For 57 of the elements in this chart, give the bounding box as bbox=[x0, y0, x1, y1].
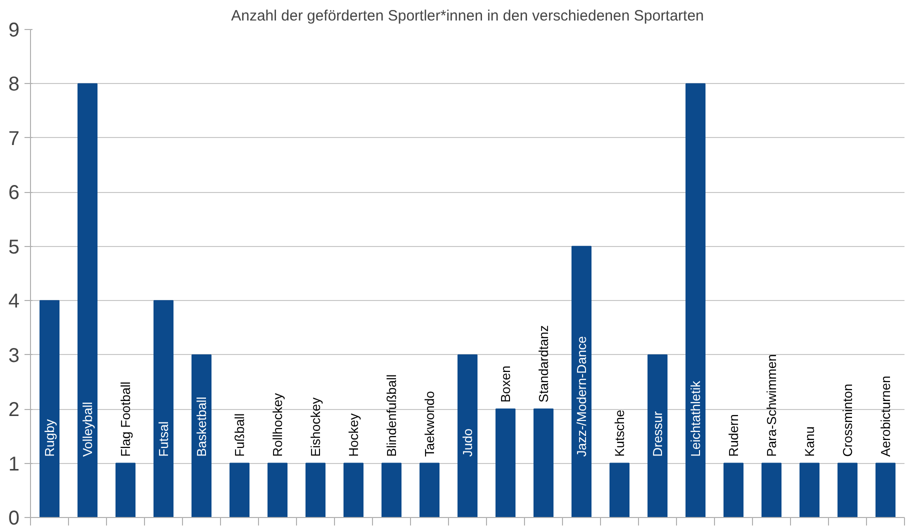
y-tick-label: 6 bbox=[8, 182, 20, 204]
bar bbox=[534, 408, 554, 518]
x-tick-label: Fußball bbox=[232, 413, 247, 457]
x-tick-label: Volleyball bbox=[80, 402, 95, 457]
x-tick-label: Jazz-/Modern-Dance bbox=[574, 336, 589, 457]
bar bbox=[306, 462, 326, 518]
bar bbox=[838, 462, 858, 518]
x-tick-label: Leichtathletik bbox=[688, 380, 703, 457]
y-tick-label: 4 bbox=[8, 290, 20, 313]
bar bbox=[648, 354, 668, 518]
x-tick-label: Basketball bbox=[194, 396, 209, 457]
bar bbox=[800, 462, 820, 518]
chart-title: Anzahl der geförderten Sportler*innen in den verschiedenen Sportarten bbox=[231, 8, 704, 24]
x-tick-label: Blindenfußball bbox=[384, 374, 399, 457]
x-tick-label: Rollhockey bbox=[270, 392, 285, 457]
bar bbox=[458, 354, 478, 518]
x-tick-label: Crossminton bbox=[840, 384, 855, 457]
bar bbox=[78, 83, 98, 518]
y-tick-label: 0 bbox=[8, 508, 20, 529]
bar bbox=[230, 462, 250, 518]
bar bbox=[572, 246, 592, 518]
y-tick-label: 1 bbox=[8, 453, 20, 476]
x-tick-label: Rugby bbox=[42, 418, 57, 457]
bar bbox=[496, 408, 516, 518]
x-tick-label: Para-Schwimmen bbox=[764, 354, 779, 457]
bar bbox=[268, 462, 288, 518]
bar bbox=[724, 462, 744, 518]
x-tick-label: Taekwondo bbox=[422, 390, 437, 457]
bar bbox=[344, 462, 364, 518]
x-tick-label: Rudern bbox=[726, 414, 741, 457]
bar bbox=[686, 83, 706, 518]
bar bbox=[876, 462, 896, 518]
x-tick-label: Kutsche bbox=[612, 410, 627, 457]
bar bbox=[610, 462, 630, 518]
x-tick-label: Aerobicturnen bbox=[878, 376, 893, 457]
y-tick-label: 7 bbox=[8, 128, 20, 150]
x-tick-label: Eishockey bbox=[308, 397, 323, 457]
bar bbox=[382, 462, 402, 518]
bar bbox=[762, 462, 782, 518]
x-tick-label: Boxen bbox=[498, 366, 513, 403]
bar bbox=[154, 300, 174, 518]
bar bbox=[192, 354, 212, 518]
x-tick-label: Flag Football bbox=[118, 382, 133, 457]
x-tick-label: Dressur bbox=[650, 410, 665, 457]
y-tick-label: 2 bbox=[8, 399, 20, 422]
x-tick-label: Hockey bbox=[346, 412, 361, 457]
bar bbox=[420, 462, 440, 518]
y-tick-label: 5 bbox=[8, 236, 20, 258]
y-tick-label: 8 bbox=[8, 74, 20, 96]
bar bbox=[116, 462, 136, 518]
x-tick-label: Kanu bbox=[802, 426, 817, 457]
bar bbox=[40, 300, 60, 518]
x-tick-label: Judo bbox=[460, 428, 475, 457]
y-tick-label: 9 bbox=[8, 20, 20, 42]
x-tick-label: Futsal bbox=[156, 421, 171, 457]
y-tick-label: 3 bbox=[8, 344, 20, 367]
x-tick-label: Standardtanz bbox=[536, 325, 551, 403]
